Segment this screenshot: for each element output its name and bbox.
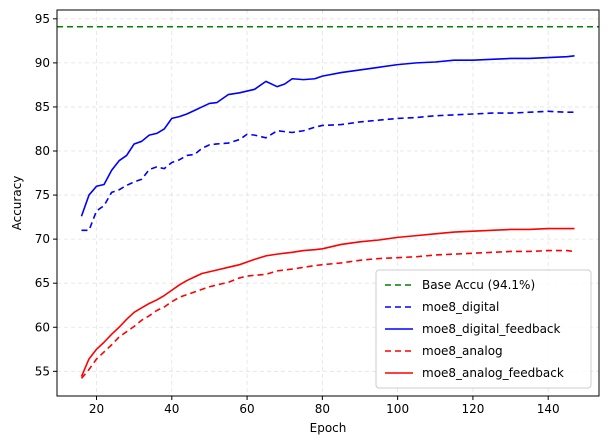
y-tick-label: 95 (35, 12, 50, 26)
x-tick-label: 20 (89, 402, 104, 416)
y-tick-label: 55 (35, 364, 50, 378)
y-tick-label: 75 (35, 188, 50, 202)
y-axis-ticks: 55 60 65 70 75 80 85 90 95 (35, 12, 57, 378)
x-tick-label: 40 (164, 402, 179, 416)
y-tick-label: 80 (35, 144, 50, 158)
y-tick-label: 85 (35, 100, 50, 114)
y-tick-label: 65 (35, 276, 50, 290)
legend-label: moe8_digital (422, 300, 499, 314)
x-axis-title: Epoch (310, 421, 347, 435)
x-tick-label: 60 (239, 402, 254, 416)
y-axis-title: Accuracy (10, 176, 24, 231)
legend-label: moe8_digital_feedback (422, 322, 561, 336)
series-line-moe8-digital (81, 110, 575, 232)
series-line-moe8-analog-feedback (80, 227, 575, 377)
legend: Base Accu (94.1%) moe8_digital moe8_digita… (375, 269, 592, 389)
x-tick-label: 100 (386, 402, 409, 416)
x-axis-ticks: 20 40 60 80 100 120 140 (89, 396, 560, 416)
plot-frame (56, 9, 600, 397)
legend-label: Base Accu (94.1%) (422, 278, 535, 292)
x-tick-label: 80 (315, 402, 330, 416)
series-line-moe8-analog (80, 249, 575, 379)
series-layer (80, 55, 575, 379)
x-tick-label: 120 (461, 402, 484, 416)
y-tick-label: 70 (35, 232, 50, 246)
series-line-moe8-digital-feedback (80, 55, 575, 217)
y-tick-label: 90 (35, 56, 50, 70)
x-tick-label: 140 (537, 402, 560, 416)
y-tick-label: 60 (35, 320, 50, 334)
legend-label: moe8_analog (422, 344, 503, 358)
legend-box (375, 269, 592, 389)
legend-label: moe8_analog_feedback (422, 366, 564, 380)
